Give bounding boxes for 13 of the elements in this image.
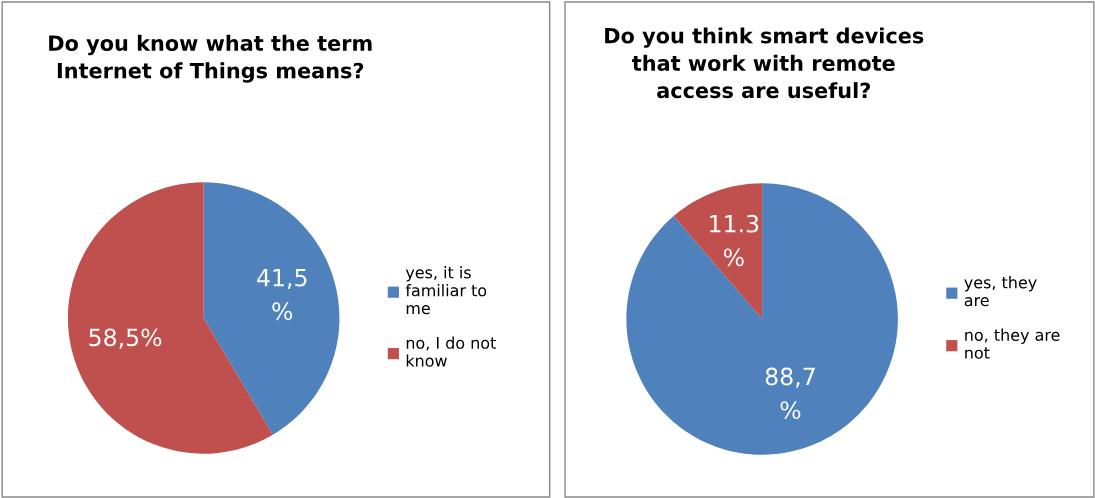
legend-label: no, they are not	[965, 328, 1060, 359]
pie-slice	[203, 182, 340, 435]
pie-slice	[673, 183, 763, 319]
legend-label: no, I do not know	[406, 336, 496, 367]
chart-title: Do you think smart devices that work with remote access are useful?	[605, 27, 924, 99]
data-label: 88,7 %	[765, 367, 815, 420]
data-label: 58,5%	[89, 328, 162, 349]
chart-title: Do you know what the term Internet of Things means?	[49, 34, 372, 83]
data-label: 11.3 %	[710, 214, 759, 267]
legend-label: yes, they are	[964, 276, 1037, 307]
data-label: 41,5 %	[257, 268, 307, 321]
pie-slice	[626, 183, 898, 455]
legend-label: yes, it is familiar to me	[405, 266, 487, 315]
